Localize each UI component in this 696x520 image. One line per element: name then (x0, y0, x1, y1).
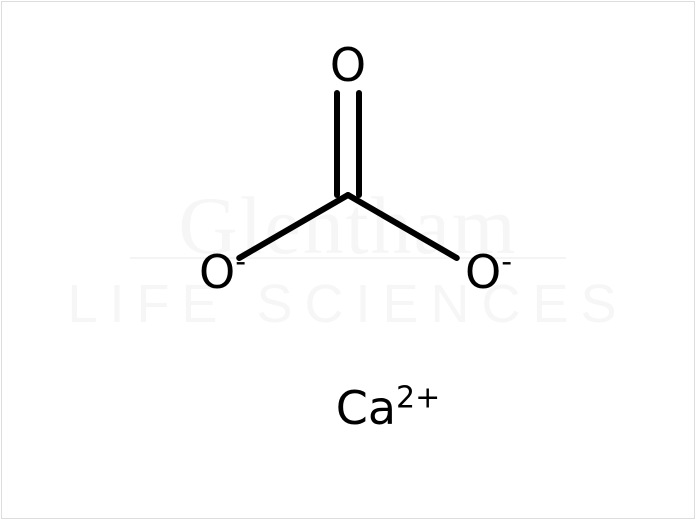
cation-calcium: Ca2+ (336, 385, 441, 431)
cation-calcium-charge: 2+ (396, 381, 440, 416)
atom-oxygen-right: O- (465, 249, 512, 295)
cation-calcium-symbol: Ca (336, 381, 396, 435)
atom-oxygen-top: O (330, 42, 366, 88)
atom-oxygen-right-symbol: O (465, 245, 501, 299)
atom-oxygen-top-symbol: O (330, 38, 366, 92)
atom-oxygen-left-symbol: O (199, 245, 235, 299)
atom-oxygen-left: O- (199, 249, 246, 295)
atom-oxygen-left-charge: - (235, 245, 246, 280)
atom-oxygen-right-charge: - (501, 245, 512, 280)
